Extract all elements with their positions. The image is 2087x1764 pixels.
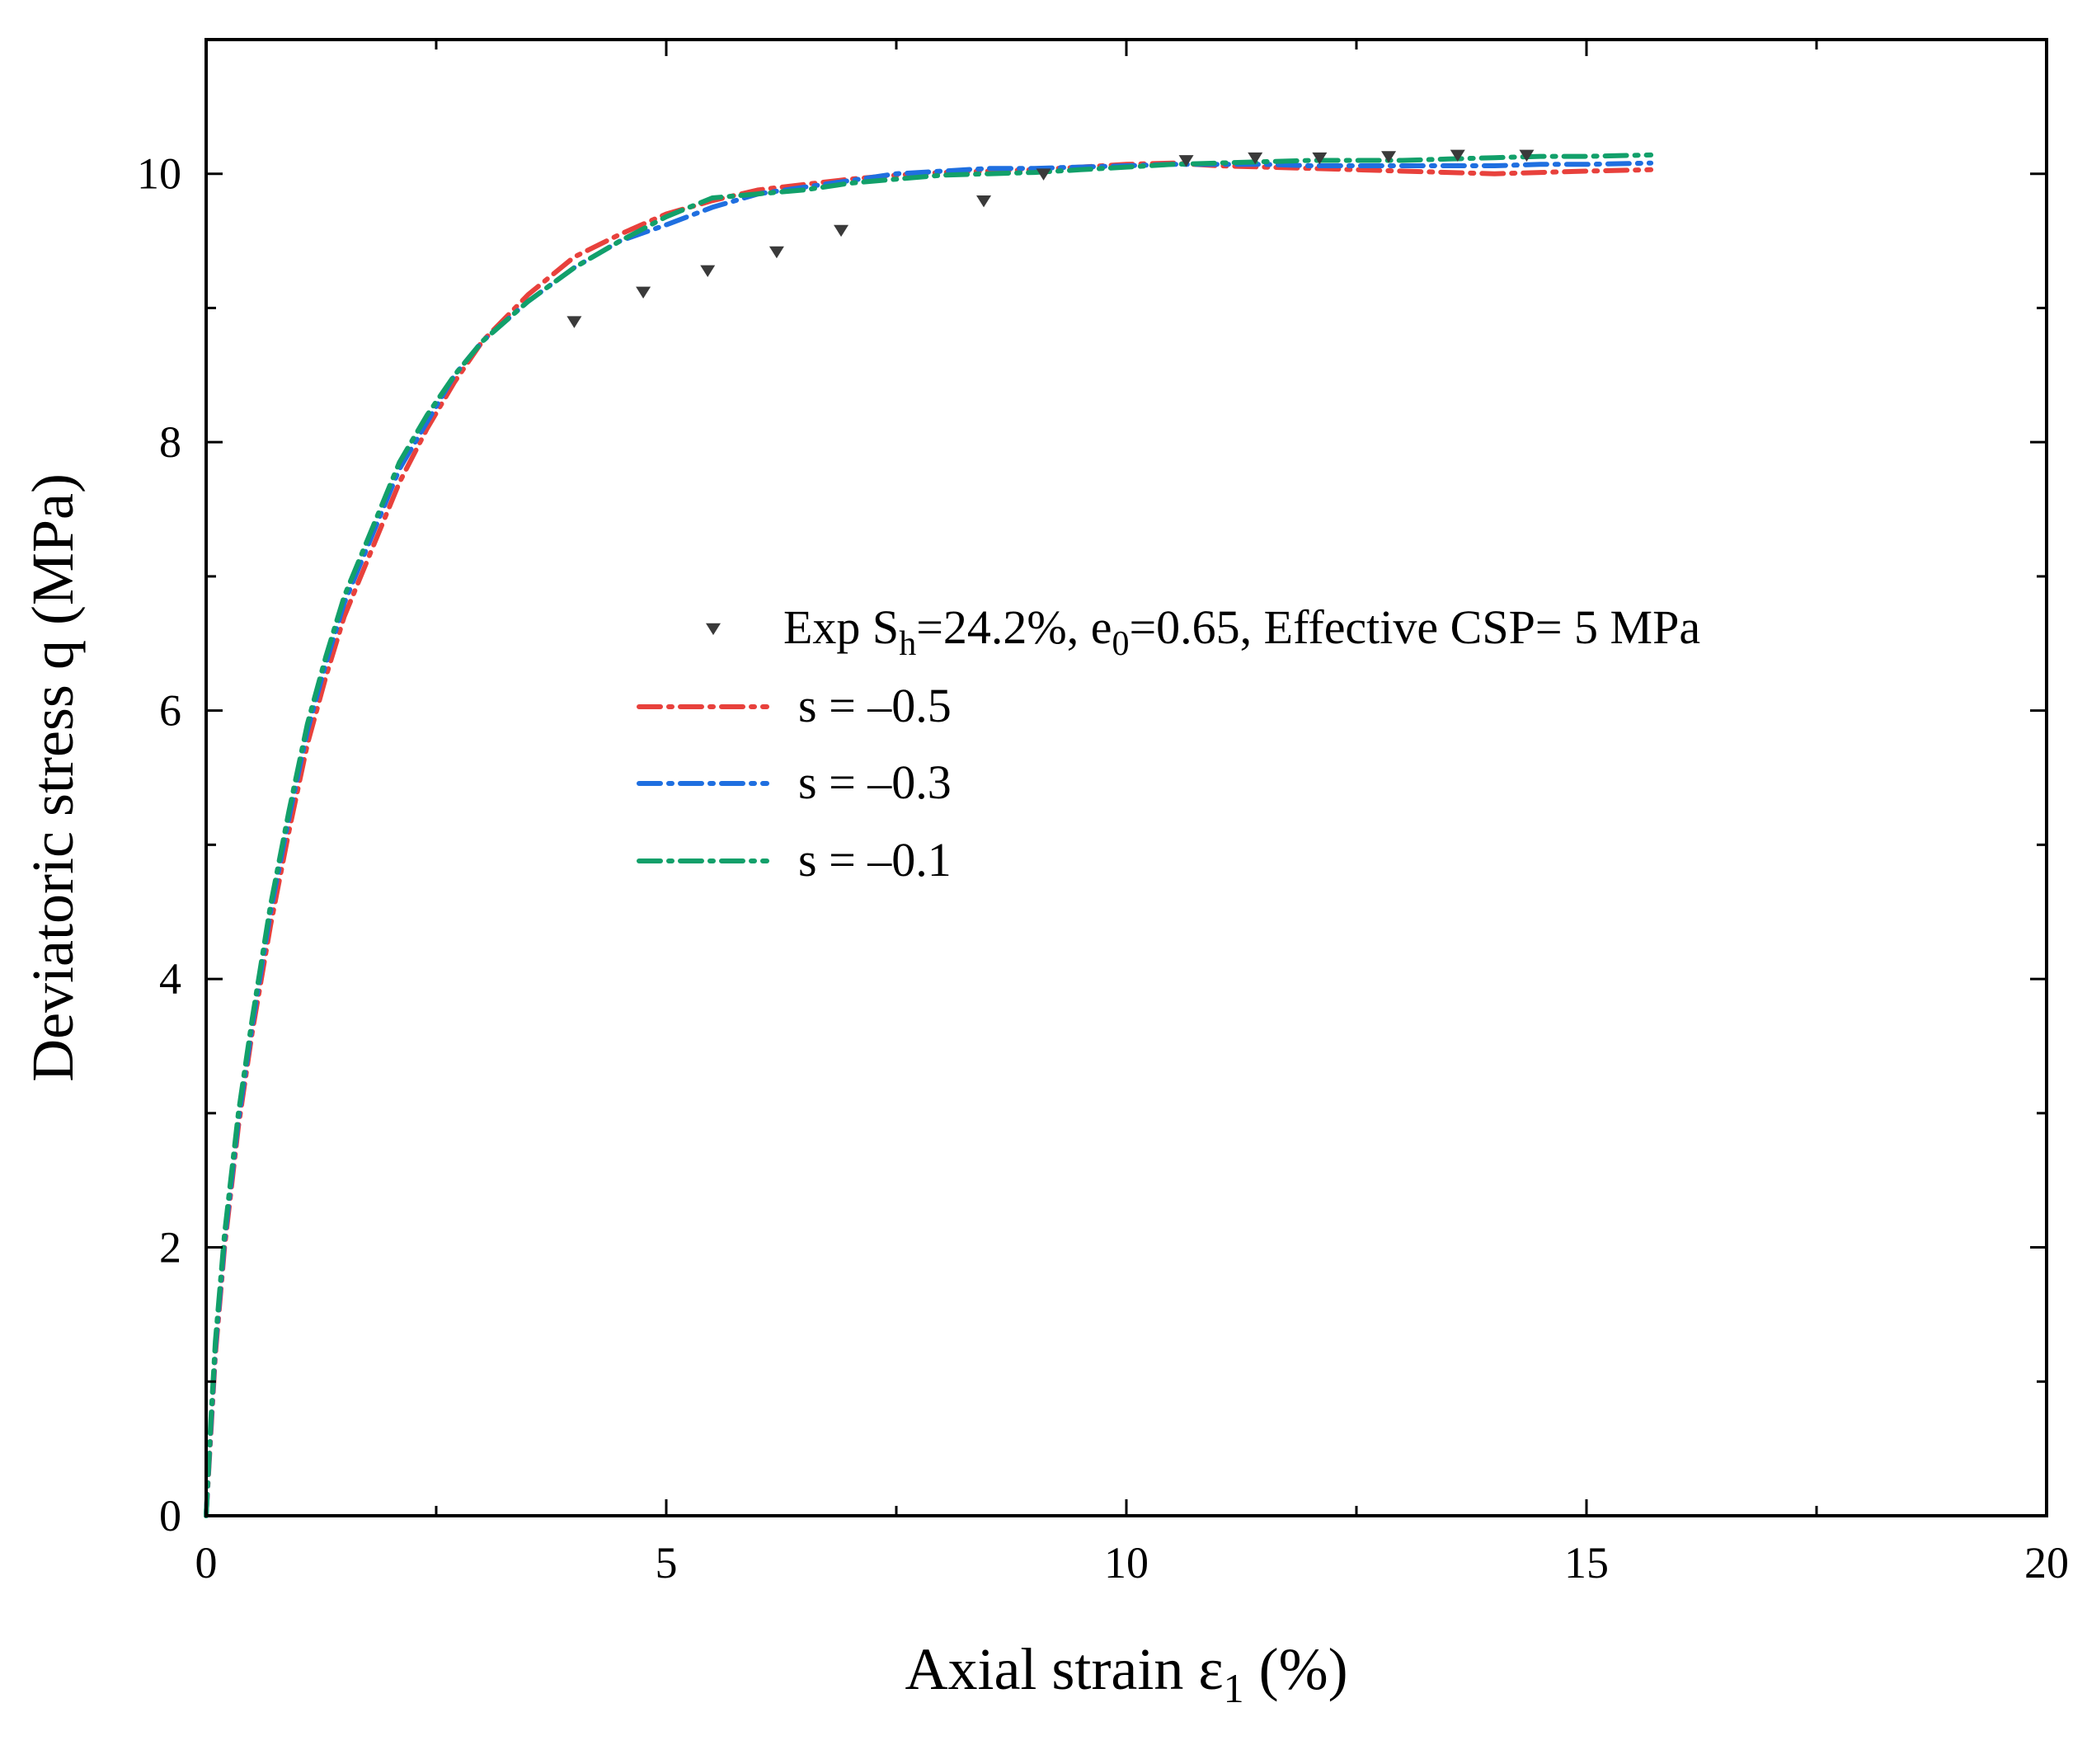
legend-label-s-0.1: s = –0.1 [798, 833, 952, 887]
y-tick-label: 8 [159, 417, 181, 467]
plot-markers [566, 149, 1535, 328]
series-line-0 [204, 160, 1654, 1518]
exp-data-point [1312, 152, 1328, 165]
x-axis-title: Axial strain ε1 (%) [905, 1636, 1347, 1711]
x-tick-label: 15 [1564, 1538, 1609, 1588]
y-tick-label: 6 [159, 686, 181, 736]
y-tick-label: 2 [159, 1223, 181, 1272]
exp-data-point [700, 265, 716, 277]
legend: Exp Sh=24.2%, e0=0.65, Effective CSP= 5 … [637, 600, 1700, 887]
exp-data-point [1248, 152, 1263, 165]
x-tick-label: 5 [656, 1538, 678, 1588]
exp-data-point [566, 316, 582, 328]
exp-data-point [1381, 151, 1397, 163]
x-axis: 0 5 10 15 20 [195, 40, 2069, 1588]
exp-data-point [1519, 149, 1535, 162]
exp-data-point [976, 195, 992, 208]
y-tick-label: 0 [159, 1491, 181, 1541]
x-tick-label: 20 [2024, 1538, 2069, 1588]
exp-data-point [1036, 168, 1051, 181]
y-axis: 0 2 4 6 8 10 [137, 38, 2047, 1541]
x-axis-title-suffix: (%) [1244, 1636, 1348, 1702]
legend-marker-exp [706, 623, 721, 636]
x-axis-title-main: Axial strain ε [905, 1636, 1223, 1702]
y-tick-label: 10 [137, 149, 181, 199]
x-axis-title-subscript: 1 [1224, 1665, 1244, 1711]
series-line-2 [204, 152, 1654, 1518]
legend-label-s-0.3: s = –0.3 [798, 755, 952, 809]
legend-label-exp: Exp Sh=24.2%, e0=0.65, Effective CSP= 5 … [783, 600, 1700, 663]
exp-data-point [1178, 155, 1194, 167]
exp-data-point [636, 286, 651, 299]
exp-data-point [769, 246, 784, 259]
y-axis-title: Deviatoric stress q (MPa) [20, 473, 86, 1082]
x-tick-label: 0 [195, 1538, 218, 1588]
plot-frame [204, 38, 2048, 1517]
y-tick-label: 4 [159, 954, 181, 1004]
plot-lines [204, 152, 1654, 1518]
exp-data-point [834, 224, 849, 238]
x-tick-label: 10 [1104, 1538, 1149, 1588]
exp-data-point [1450, 149, 1465, 162]
legend-label-s-0.5: s = –0.5 [798, 679, 952, 732]
